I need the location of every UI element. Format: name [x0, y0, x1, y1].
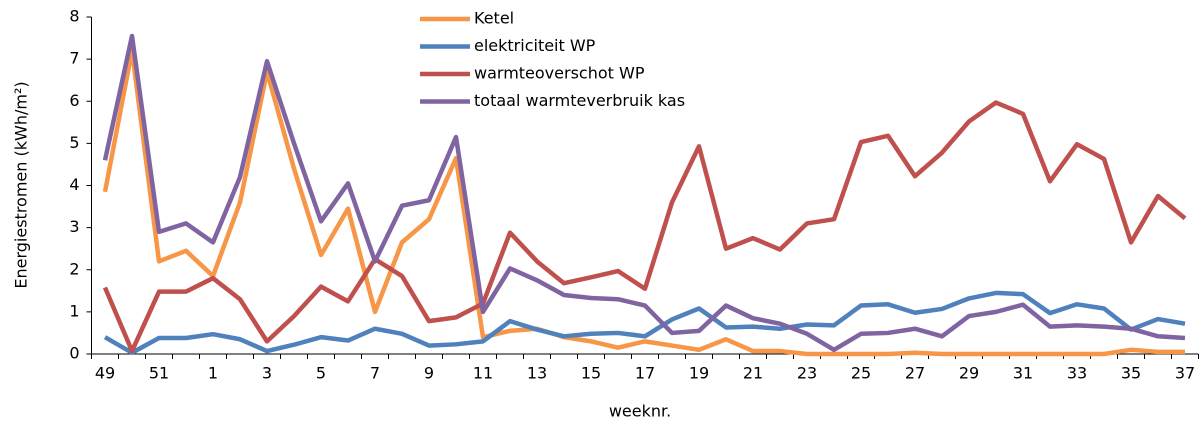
- x-tick-label: 31: [1013, 364, 1033, 383]
- x-tick-label: 33: [1067, 364, 1087, 383]
- y-tick-label: 0: [69, 344, 79, 363]
- legend-label: warmteoverschot WP: [474, 64, 645, 83]
- x-tick-label: 9: [424, 364, 434, 383]
- legend-label: elektriciteit WP: [474, 36, 596, 55]
- x-tick-label: 49: [95, 364, 115, 383]
- y-tick-label: 2: [69, 259, 79, 278]
- y-axis-label: Energiestromen (kWh/m²): [12, 81, 31, 288]
- x-tick-label: 29: [959, 364, 979, 383]
- y-tick-label: 3: [69, 217, 79, 236]
- x-tick-label: 25: [851, 364, 871, 383]
- x-axis-label: weeknr.: [609, 402, 671, 421]
- series-line: [103, 290, 1186, 355]
- x-tick-label: 27: [905, 364, 925, 383]
- y-tick-label: 4: [69, 175, 79, 194]
- legend-label: Ketel: [474, 9, 514, 28]
- y-tick-label: 6: [69, 91, 79, 110]
- x-tick-label: 1: [208, 364, 218, 383]
- series-line: [102, 48, 1185, 357]
- x-tick-label: 19: [689, 364, 709, 383]
- series-line: [102, 33, 1186, 353]
- x-tick-label: 23: [797, 364, 817, 383]
- x-tick-label: 5: [316, 364, 326, 383]
- x-tick-label: 11: [473, 364, 493, 383]
- x-tick-label: 15: [581, 364, 601, 383]
- y-tick-label: 7: [69, 49, 79, 68]
- x-tick-label: 3: [262, 364, 272, 383]
- y-tick-label: 1: [69, 301, 79, 320]
- legend-label: totaal warmteverbruik kas: [474, 91, 685, 110]
- x-tick-label: 13: [527, 364, 547, 383]
- x-tick-label: 51: [149, 364, 169, 383]
- x-tick-label: 17: [635, 364, 655, 383]
- x-tick-label: 21: [743, 364, 763, 383]
- y-tick-label: 8: [69, 7, 79, 26]
- x-tick-label: 7: [370, 364, 380, 383]
- x-tick-label: 37: [1175, 364, 1195, 383]
- x-tick-label: 35: [1121, 364, 1141, 383]
- y-tick-label: 5: [69, 133, 79, 152]
- series-line: [102, 100, 1187, 354]
